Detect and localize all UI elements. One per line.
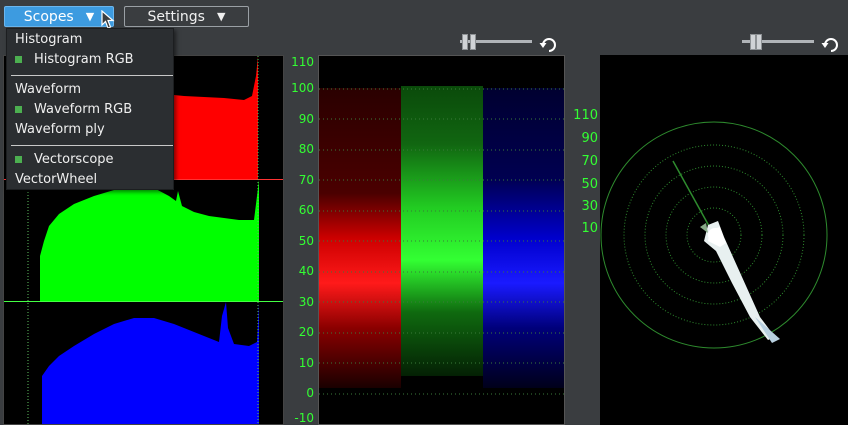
scale-label: 100 — [291, 81, 314, 95]
vectorscope-zoom-slider[interactable] — [742, 32, 814, 52]
undo-arrow-icon[interactable] — [539, 34, 559, 54]
slider-track — [460, 40, 532, 43]
scale-label: 10 — [298, 356, 314, 370]
settings-dropdown-button[interactable]: Settings ▼ — [124, 6, 249, 27]
menu-item-label: Waveform — [15, 81, 81, 97]
vectorscope-scale: 110 90 70 50 30 10 — [565, 100, 600, 240]
scale-label: 70 — [298, 173, 314, 187]
menu-item-histogram-rgb[interactable]: Histogram RGB — [15, 50, 134, 68]
waveform-scale: 110 100 90 80 70 60 50 40 30 20 10 0 -10 — [284, 55, 318, 425]
menu-item-label: Waveform RGB — [34, 101, 133, 117]
vectorscope-graph — [600, 121, 828, 349]
menu-item-waveform-ply[interactable]: Waveform ply — [15, 120, 105, 138]
menu-item-label: Histogram RGB — [34, 51, 134, 67]
menu-separator — [11, 75, 173, 76]
waveform-rgb-panel — [318, 55, 565, 425]
scale-label: 40 — [298, 264, 314, 278]
menu-item-label: Vectorscope — [34, 151, 114, 167]
menu-separator — [11, 145, 173, 146]
menu-item-waveform-rgb[interactable]: Waveform RGB — [15, 100, 132, 118]
blue-waveform — [483, 88, 564, 388]
vectorscope-rings — [600, 121, 828, 349]
menu-item-histogram[interactable]: Histogram — [15, 30, 82, 48]
scale-label: 90 — [298, 112, 314, 126]
scale-label: 60 — [298, 203, 314, 217]
scale-label: -10 — [294, 411, 314, 425]
scale-label: 90 — [581, 131, 598, 146]
menu-item-label: Histogram — [15, 31, 83, 47]
checkmark-icon — [15, 105, 22, 113]
scale-label: 50 — [581, 177, 598, 192]
scale-label: 110 — [573, 108, 598, 123]
toolbar: Scopes ▼ Settings ▼ — [0, 0, 848, 32]
waveform-grid — [319, 88, 564, 395]
green-waveform — [401, 86, 483, 376]
checkmark-icon — [15, 55, 22, 63]
menu-item-waveform[interactable]: Waveform — [15, 80, 81, 98]
scale-label: 0 — [306, 386, 314, 400]
undo-arrow-icon[interactable] — [821, 34, 841, 54]
scopes-dropdown-menu: Histogram Histogram RGB Waveform Wavefor… — [6, 28, 174, 190]
menu-item-label: Waveform ply — [15, 121, 105, 137]
scale-label: 30 — [581, 199, 598, 214]
menu-item-vectorscope[interactable]: Vectorscope — [15, 150, 114, 168]
waveform-zoom-slider[interactable] — [460, 32, 532, 52]
slider-handle[interactable] — [756, 34, 762, 50]
scopes-button-label: Scopes — [23, 8, 74, 25]
settings-button-label: Settings — [147, 8, 205, 25]
slider-track — [742, 40, 814, 43]
scale-label: 30 — [298, 295, 314, 309]
menu-item-vectorwheel[interactable]: VectorWheel — [15, 170, 97, 188]
red-waveform — [319, 88, 401, 388]
waveform-rgb-graph — [319, 86, 564, 395]
scale-label: 50 — [298, 234, 314, 248]
skin-tone-line — [672, 160, 715, 236]
scale-label: 10 — [581, 221, 598, 236]
chevron-down-icon: ▼ — [216, 10, 226, 23]
scale-label: 110 — [291, 55, 314, 69]
vectorscope-trace — [700, 221, 780, 343]
scale-label: 70 — [581, 154, 598, 169]
green-histogram — [40, 180, 259, 302]
mouse-pointer-icon — [101, 10, 115, 29]
slider-handle[interactable] — [750, 34, 756, 50]
scale-label: 20 — [298, 325, 314, 339]
vectorscope-panel — [600, 55, 848, 425]
blue-histogram — [42, 302, 259, 424]
menu-item-label: VectorWheel — [15, 171, 98, 187]
checkmark-icon — [15, 155, 22, 163]
scopes-dropdown-button[interactable]: Scopes ▼ — [4, 6, 114, 27]
scale-label: 80 — [298, 142, 314, 156]
slider-handle[interactable] — [470, 34, 476, 50]
chevron-down-icon: ▼ — [85, 10, 95, 23]
slider-handle[interactable] — [462, 34, 468, 50]
